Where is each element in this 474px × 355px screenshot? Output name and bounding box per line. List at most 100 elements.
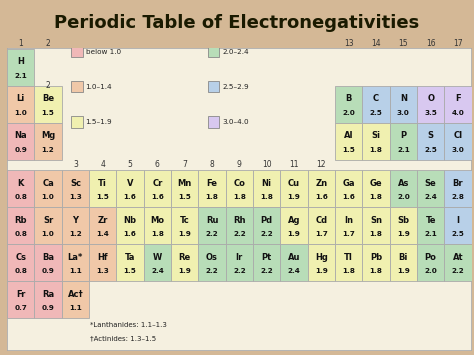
Text: W: W <box>153 252 162 262</box>
Bar <box>71 81 83 92</box>
Bar <box>390 244 417 281</box>
Text: 0.8: 0.8 <box>14 231 27 237</box>
Text: 2.4: 2.4 <box>424 194 437 200</box>
Text: 1.5: 1.5 <box>42 110 55 116</box>
Bar <box>62 207 89 244</box>
Text: 1.8: 1.8 <box>342 268 355 274</box>
Text: 1.9: 1.9 <box>397 231 410 237</box>
Text: In: In <box>344 215 353 225</box>
Text: 14: 14 <box>371 39 381 48</box>
Text: H: H <box>18 57 24 66</box>
Text: Ca: Ca <box>42 179 54 187</box>
Text: Y: Y <box>73 215 78 225</box>
Text: 1.0–1.4: 1.0–1.4 <box>85 84 112 90</box>
Text: 1.8: 1.8 <box>206 194 219 200</box>
Text: 2.0: 2.0 <box>397 194 410 200</box>
Text: Ir: Ir <box>236 252 243 262</box>
Text: Cl: Cl <box>454 131 463 140</box>
Text: 1.6: 1.6 <box>124 231 137 237</box>
Text: Ag: Ag <box>288 215 300 225</box>
Text: 1.4: 1.4 <box>96 231 109 237</box>
Text: Ru: Ru <box>206 215 219 225</box>
Bar <box>71 116 83 127</box>
Text: 11: 11 <box>289 160 299 169</box>
Text: Ge: Ge <box>370 179 383 187</box>
Bar <box>308 207 335 244</box>
Bar <box>208 81 219 92</box>
Bar <box>444 170 472 207</box>
Text: Rb: Rb <box>15 215 27 225</box>
Text: Ra: Ra <box>42 290 54 299</box>
Text: 16: 16 <box>426 39 436 48</box>
Bar <box>35 281 62 318</box>
Text: 2.2: 2.2 <box>233 268 246 274</box>
Text: V: V <box>127 179 133 187</box>
Bar <box>362 244 390 281</box>
Text: 5: 5 <box>128 160 133 169</box>
Bar <box>117 207 144 244</box>
Text: 2.4: 2.4 <box>288 268 301 274</box>
Text: †Actinides: 1.3–1.5: †Actinides: 1.3–1.5 <box>91 335 156 342</box>
Text: 0.7: 0.7 <box>14 305 27 311</box>
Text: Bi: Bi <box>399 252 408 262</box>
Text: Hg: Hg <box>315 252 328 262</box>
Text: As: As <box>398 179 409 187</box>
Bar <box>7 49 35 86</box>
Bar <box>89 170 117 207</box>
Text: 13: 13 <box>344 39 354 48</box>
Bar <box>390 207 417 244</box>
Bar <box>89 207 117 244</box>
Text: Ti: Ti <box>98 179 107 187</box>
Text: Mo: Mo <box>150 215 164 225</box>
Bar <box>444 123 472 160</box>
Text: 1.8: 1.8 <box>370 231 383 237</box>
Text: 2.2: 2.2 <box>260 268 273 274</box>
Bar <box>417 123 444 160</box>
Text: Re: Re <box>179 252 191 262</box>
Text: 9: 9 <box>237 160 242 169</box>
Text: K: K <box>18 179 24 187</box>
Text: 2.0–2.4: 2.0–2.4 <box>222 49 249 55</box>
Text: Te: Te <box>425 215 436 225</box>
Text: 1.5: 1.5 <box>124 268 137 274</box>
Bar <box>7 281 35 318</box>
Bar <box>208 46 219 57</box>
Bar <box>362 207 390 244</box>
Bar <box>253 244 280 281</box>
Bar <box>444 207 472 244</box>
Text: La*: La* <box>68 252 83 262</box>
Text: Ga: Ga <box>342 179 355 187</box>
Text: 1.9: 1.9 <box>315 268 328 274</box>
Bar <box>280 244 308 281</box>
Bar <box>335 86 362 123</box>
Bar <box>417 207 444 244</box>
Text: Cd: Cd <box>315 215 328 225</box>
Text: 0.9: 0.9 <box>14 147 27 153</box>
Text: Os: Os <box>206 252 218 262</box>
Bar <box>253 207 280 244</box>
Bar <box>226 244 253 281</box>
Text: 8: 8 <box>210 160 214 169</box>
Text: 12: 12 <box>317 160 326 169</box>
Text: 3.5: 3.5 <box>424 110 437 116</box>
Text: 1.5: 1.5 <box>96 194 109 200</box>
Text: 1.5–1.9: 1.5–1.9 <box>85 119 112 125</box>
Text: Po: Po <box>425 252 437 262</box>
Text: 4.0: 4.0 <box>452 110 465 116</box>
Text: Au: Au <box>288 252 300 262</box>
Text: Tc: Tc <box>180 215 190 225</box>
Text: Pt: Pt <box>262 252 272 262</box>
Text: Na: Na <box>15 131 27 140</box>
Text: 2.5: 2.5 <box>424 147 437 153</box>
Bar <box>117 244 144 281</box>
Text: 0.9: 0.9 <box>42 268 55 274</box>
Bar <box>35 244 62 281</box>
Text: N: N <box>400 94 407 103</box>
Bar <box>199 170 226 207</box>
Text: *Lanthanides: 1.1–1.3: *Lanthanides: 1.1–1.3 <box>91 322 167 328</box>
Text: 1.7: 1.7 <box>342 231 355 237</box>
Text: 2.4: 2.4 <box>151 268 164 274</box>
Text: 2.2: 2.2 <box>260 231 273 237</box>
Bar <box>417 170 444 207</box>
Bar <box>335 207 362 244</box>
